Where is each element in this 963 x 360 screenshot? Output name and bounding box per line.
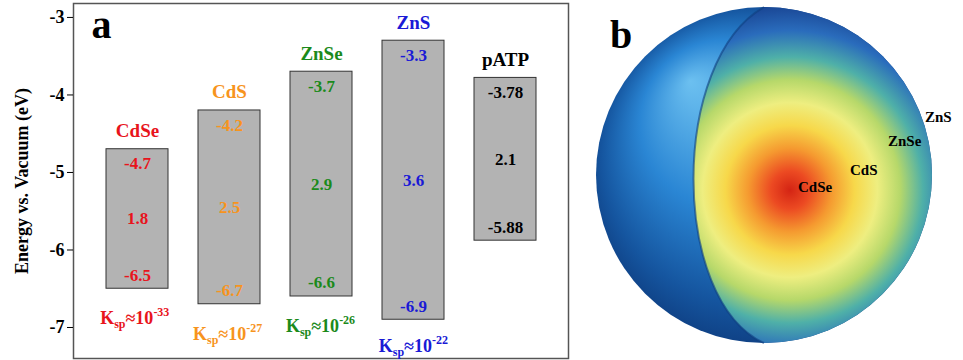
- svg-text:2.1: 2.1: [495, 150, 516, 169]
- svg-text:-5: -5: [50, 162, 65, 182]
- svg-text:-4.7: -4.7: [124, 154, 151, 173]
- svg-text:Ksp≈10-33: Ksp≈10-33: [100, 305, 169, 331]
- svg-text:-6.6: -6.6: [308, 273, 335, 292]
- svg-text:Ksp≈10-26: Ksp≈10-26: [286, 313, 355, 339]
- svg-text:1.8: 1.8: [127, 209, 148, 228]
- svg-text:3.6: 3.6: [403, 171, 424, 190]
- svg-text:-4.2: -4.2: [216, 116, 243, 135]
- svg-text:2.9: 2.9: [311, 175, 332, 194]
- svg-text:-6.9: -6.9: [400, 297, 427, 316]
- svg-text:-3.78: -3.78: [488, 83, 523, 102]
- svg-text:-6.5: -6.5: [124, 266, 151, 285]
- svg-text:CdS: CdS: [212, 81, 247, 102]
- svg-text:Energy vs. Vacuum (eV): Energy vs. Vacuum (eV): [12, 88, 33, 274]
- svg-text:-3.3: -3.3: [400, 46, 427, 65]
- svg-text:-4: -4: [50, 85, 65, 105]
- svg-text:-3.7: -3.7: [308, 77, 335, 96]
- svg-text:2.5: 2.5: [219, 198, 240, 217]
- svg-text:ZnSe: ZnSe: [888, 133, 922, 149]
- svg-text:-6: -6: [50, 240, 65, 260]
- svg-text:b: b: [610, 12, 632, 57]
- svg-text:Ksp≈10-27: Ksp≈10-27: [193, 321, 262, 347]
- svg-text:CdSe: CdSe: [116, 120, 159, 141]
- svg-text:-3: -3: [50, 7, 65, 27]
- svg-text:Ksp≈10-22: Ksp≈10-22: [379, 333, 448, 359]
- svg-text:-5.88: -5.88: [488, 218, 523, 237]
- svg-text:-6.7: -6.7: [216, 281, 243, 300]
- svg-text:ZnS: ZnS: [397, 12, 431, 33]
- svg-text:pATP: pATP: [482, 49, 530, 70]
- svg-text:CdSe: CdSe: [798, 179, 833, 195]
- svg-text:-7: -7: [50, 317, 65, 337]
- svg-text:CdS: CdS: [850, 162, 878, 178]
- svg-text:ZnS: ZnS: [925, 109, 952, 125]
- svg-text:ZnSe: ZnSe: [300, 43, 342, 64]
- svg-text:a: a: [92, 2, 112, 47]
